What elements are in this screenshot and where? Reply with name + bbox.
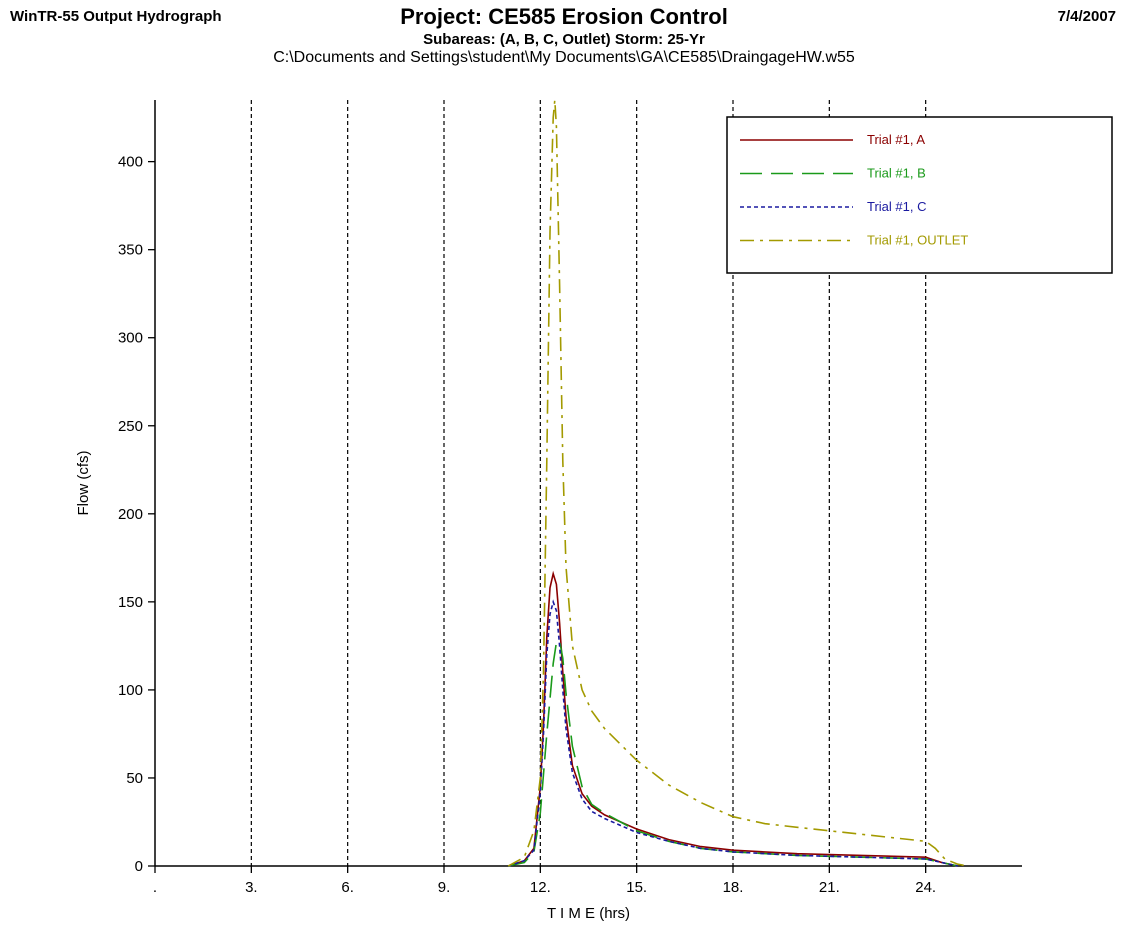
x-tick-label: 24.	[915, 879, 936, 896]
date-label: 7/4/2007	[1057, 8, 1116, 25]
legend-label: Trial #1, B	[867, 166, 926, 181]
x-tick-label: .	[153, 879, 157, 896]
y-tick-label: 350	[118, 242, 143, 259]
legend-box	[726, 116, 1113, 274]
x-axis-label: T I M E (hrs)	[547, 905, 630, 922]
axes-layer: 0 50 100 150 200 250 300 350 400. 3. 6. 9. 12. 15. 18.…	[118, 100, 1022, 896]
app-title: WinTR-55 Output Hydrograph	[10, 8, 222, 25]
x-tick-label: 18.	[723, 879, 744, 896]
y-tick-label: 0	[135, 858, 143, 875]
y-tick-label: 250	[118, 418, 143, 435]
series-layer	[507, 99, 968, 867]
x-tick-label: 9.	[438, 879, 451, 896]
legend-label: Trial #1, C	[867, 199, 926, 214]
x-tick-label: 15.	[626, 879, 647, 896]
chart-title: Project: CE585 Erosion Control	[400, 4, 728, 29]
y-tick-label: 200	[118, 506, 143, 523]
y-axis-label: Flow (cfs)	[75, 451, 92, 516]
legend-label: Trial #1, A	[867, 132, 925, 147]
chart-subtitle: Subareas: (A, B, C, Outlet) Storm: 25-Yr	[423, 31, 705, 48]
series-line-3	[507, 99, 968, 867]
x-tick-label: 6.	[341, 879, 354, 896]
y-tick-label: 400	[118, 154, 143, 171]
series-line-1	[508, 639, 958, 867]
y-tick-label: 300	[118, 330, 143, 347]
x-tick-label: 3.	[245, 879, 258, 896]
series-line-2	[507, 599, 958, 867]
y-tick-label: 50	[126, 770, 143, 787]
legend-label: Trial #1, OUTLET	[867, 233, 968, 248]
x-tick-label: 12.	[530, 879, 551, 896]
file-path: C:\Documents and Settings\student\My Doc…	[273, 49, 855, 66]
y-tick-label: 150	[118, 594, 143, 611]
legend: Trial #1, A Trial #1, B Trial #1, C Trial #…	[726, 116, 1113, 274]
y-tick-label: 100	[118, 682, 143, 699]
x-tick-label: 21.	[819, 879, 840, 896]
